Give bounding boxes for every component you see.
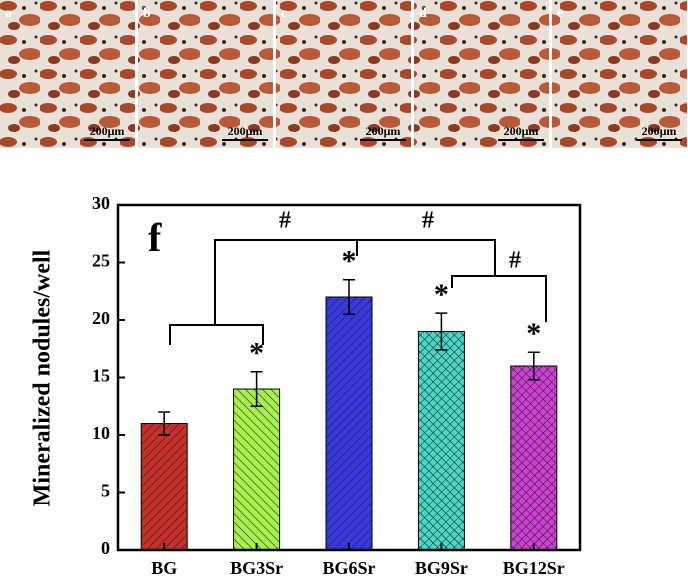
x-tick-label: BG [151, 558, 177, 578]
y-axis-label: Mineralized nodules/well [30, 249, 56, 506]
bar [140, 423, 188, 551]
image-label: a [5, 6, 12, 21]
x-tick-label: BG9Sr [415, 558, 468, 578]
y-tick-label: 30 [92, 193, 110, 213]
star: * [249, 337, 264, 370]
image-label: e [557, 6, 563, 21]
star: * [434, 278, 449, 311]
y-tick-label: 25 [92, 251, 110, 271]
bar [417, 331, 465, 551]
bar-chart: f Mineralized nodules/well # # # 0 5 10 15 2… [30, 193, 582, 578]
bar [510, 365, 558, 551]
scale-label: 200μm [228, 124, 263, 138]
x-tick-label: BG3Sr [230, 558, 283, 578]
image-label: c [281, 6, 287, 21]
panel-label: f [148, 215, 162, 260]
micrograph [138, 0, 273, 148]
x-tick-label: BG12Sr [503, 558, 565, 578]
hash: # [422, 208, 434, 234]
bracket [451, 275, 547, 322]
micrograph [552, 0, 687, 148]
bar [325, 296, 373, 551]
significance-brackets [169, 239, 547, 345]
micrograph [0, 0, 135, 148]
bar [233, 388, 281, 551]
scale-label: 200μm [504, 124, 539, 138]
y-tick-label: 20 [92, 308, 110, 328]
y-tick-label: 10 [92, 423, 110, 443]
scale-label: 200μm [90, 124, 125, 138]
image-label: d [419, 6, 427, 21]
image-label: b [143, 6, 151, 21]
error-bar [343, 279, 355, 315]
hash: # [279, 208, 291, 234]
scale-label: 200μm [366, 124, 401, 138]
hash: # [509, 248, 521, 274]
plot-frame [116, 203, 582, 552]
bracket [169, 324, 264, 345]
micrograph [276, 0, 411, 148]
error-bar [250, 371, 263, 407]
error-bar [527, 351, 540, 381]
error-bar [158, 411, 171, 436]
micrograph [414, 0, 549, 148]
x-tick-label: BG6Sr [322, 558, 375, 578]
y-tick-label: 0 [101, 538, 110, 558]
scale-label: 200μm [642, 124, 677, 138]
y-tick-label: 5 [101, 481, 110, 501]
bracket [214, 239, 496, 325]
y-tick-label: 15 [92, 366, 110, 386]
star: * [526, 317, 541, 350]
star: * [342, 245, 357, 278]
micrographs: a 200μm b 200μm c 200μm d 200μm e 200μm [0, 0, 687, 148]
error-bar [435, 312, 448, 351]
